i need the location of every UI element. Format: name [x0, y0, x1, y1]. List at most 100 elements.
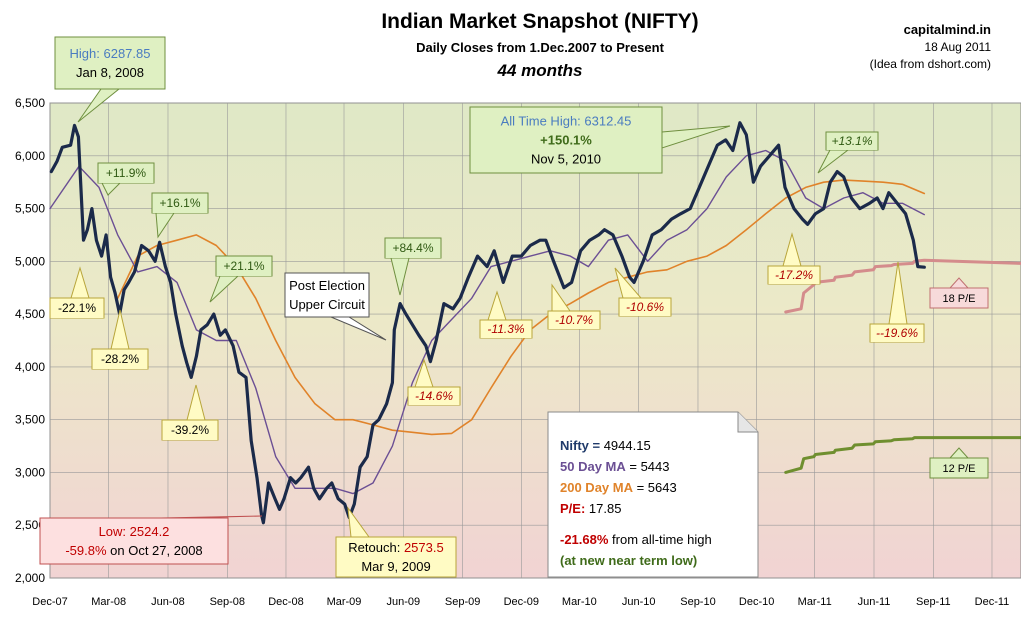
- tag-label: +21.1%: [223, 259, 264, 273]
- stats-box-frame: [547, 411, 759, 578]
- chart-subtitle: Daily Closes from 1.Dec.2007 to Present: [416, 40, 664, 55]
- callout-line: High: 6287.85: [70, 46, 151, 61]
- tag-t13: -17.2%: [767, 232, 821, 285]
- stats-row: -21.68% from all-time high: [560, 532, 712, 547]
- y-tick-label: 6,500: [15, 96, 45, 110]
- pe-label-text: 18 P/E: [942, 293, 975, 305]
- tag-t9: -14.6%: [407, 358, 461, 406]
- x-tick-label: Dec-09: [504, 596, 539, 608]
- callout-box: [54, 36, 166, 90]
- source-date: 18 Aug 2011: [924, 40, 991, 54]
- callout-box: [284, 272, 370, 318]
- x-tick-label: Sep-10: [680, 596, 715, 608]
- callout-post: Post Election Upper Circuit: [284, 272, 387, 341]
- callout-text: 2573.5: [404, 540, 444, 555]
- pe-label-pointer: [948, 447, 970, 459]
- stats-text: -21.68%: [560, 532, 609, 547]
- callout-text: +150.1%: [540, 133, 592, 148]
- tag-seam: [92, 367, 148, 369]
- x-tick-label: Jun-08: [151, 596, 185, 608]
- tag-seam: [98, 181, 154, 183]
- y-tick-label: 5,000: [15, 254, 45, 268]
- callout-line: +150.1%: [540, 133, 592, 148]
- stats-row: P/E: 17.85: [560, 501, 621, 516]
- series-line-nifty: [49, 121, 926, 525]
- tag-seam: [870, 340, 924, 342]
- tag-label: -11.3%: [487, 322, 524, 336]
- tag-t12: -10.6%: [614, 267, 672, 317]
- y-tick-label: 2,500: [15, 518, 45, 532]
- tag-seam: [162, 438, 218, 440]
- callout-text: High:: [70, 46, 104, 61]
- tag-label: -28.2%: [101, 352, 139, 366]
- stats-text: = 5443: [626, 459, 670, 474]
- callout-line: Jan 8, 2008: [76, 65, 144, 80]
- tag-label: +11.9%: [106, 166, 146, 180]
- y-tick-label: 3,000: [15, 465, 45, 479]
- pe-label-text: 12 P/E: [942, 463, 975, 475]
- callout-text: All Time High: 6312.45: [501, 114, 632, 129]
- callout-text: Upper Circuit: [289, 297, 365, 312]
- callout-line: Upper Circuit: [289, 297, 365, 312]
- x-tick-label: Jun-11: [858, 596, 891, 608]
- x-tick-label: Sep-11: [916, 596, 951, 608]
- plot-area: [49, 102, 1021, 579]
- callout-line: Mar 9, 2009: [361, 559, 430, 574]
- tag-t2: +16.1%: [151, 192, 209, 239]
- stats-row: Nifty = 4944.15: [560, 438, 651, 453]
- x-tick-label: Dec-11: [975, 596, 1010, 608]
- stats-text: 17.85: [585, 501, 621, 516]
- source-credit: (Idea from dshort.com): [869, 57, 991, 71]
- tag-t10: -11.3%: [479, 290, 533, 339]
- tag-seam: [216, 274, 272, 276]
- x-tick-label: Mar-10: [562, 596, 597, 608]
- stats-text: 4944.15: [600, 438, 651, 453]
- tag-seam: [826, 148, 878, 150]
- tag-t6: -22.1%: [49, 266, 105, 319]
- tag-label: -14.6%: [415, 389, 453, 403]
- y-tick-label: 5,500: [15, 202, 45, 216]
- tag-label: -10.6%: [626, 300, 664, 314]
- tag-label: +16.1%: [159, 196, 200, 210]
- tag-seam: [548, 327, 600, 329]
- x-tick-label: Dec-08: [268, 596, 303, 608]
- tag-t7: -28.2%: [91, 309, 149, 370]
- stats-text: 200 Day MA: [560, 480, 634, 495]
- pe-label-pointer: [948, 277, 970, 289]
- callout-text: Low: 2524.2: [99, 524, 170, 539]
- tag-t4: +84.4%: [384, 237, 442, 296]
- pe-label-pe12: 12 P/E: [929, 447, 989, 479]
- y-tick-label: 2,000: [15, 571, 45, 585]
- x-tick-label: Dec-10: [739, 596, 774, 608]
- tag-t11: -10.7%: [547, 283, 601, 330]
- tag-label: --19.6%: [876, 326, 918, 340]
- series-line-pe12: [784, 436, 1021, 474]
- tag-label: +84.4%: [392, 241, 433, 255]
- callout-text: Retouch:: [348, 540, 404, 555]
- stats-text: = 5643: [633, 480, 677, 495]
- callout-line: Retouch: 2573.5: [348, 540, 443, 555]
- tag-seam: [385, 256, 441, 258]
- callout-text: 6287.85: [103, 46, 150, 61]
- stats-text: Nifty =: [560, 438, 601, 453]
- tag-t14: --19.6%: [869, 261, 925, 343]
- callout-text: on Oct 27, 2008: [107, 543, 203, 558]
- tag-label: -10.7%: [555, 313, 593, 327]
- callout-box: [335, 536, 457, 578]
- callout-line: All Time High: 6312.45: [501, 114, 632, 129]
- callout-text: -59.8%: [65, 543, 107, 558]
- x-tick-label: Sep-08: [210, 596, 245, 608]
- chart-title: Indian Market Snapshot (NIFTY): [381, 10, 699, 33]
- callout-line: Low: 2524.2: [99, 524, 170, 539]
- tag-seam: [619, 314, 671, 316]
- x-tick-label: Sep-09: [445, 596, 480, 608]
- tag-t5: +13.1%: [817, 131, 879, 174]
- callout-text: Mar 9, 2009: [361, 559, 430, 574]
- callout-low: Low: 2524.2 -59.8% on Oct 27, 2008: [39, 515, 263, 565]
- tag-label: -39.2%: [171, 423, 209, 437]
- x-tick-label: Dec-07: [32, 596, 67, 608]
- pe-label-pe18: 18 P/E: [929, 277, 989, 309]
- source-site: capitalmind.in: [903, 22, 991, 37]
